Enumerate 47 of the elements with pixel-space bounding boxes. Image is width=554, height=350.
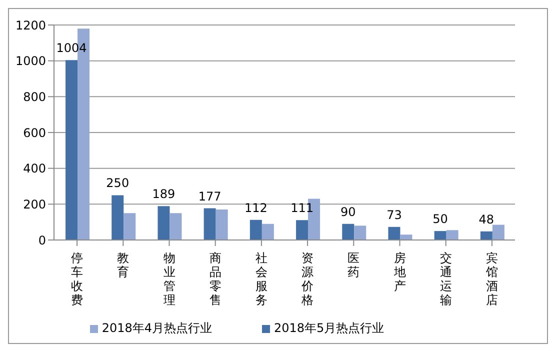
data-label: 111 [290, 201, 314, 216]
bar [400, 234, 412, 240]
data-label: 177 [198, 189, 222, 204]
x-tick-label: 医药 [348, 251, 360, 279]
bar [250, 220, 262, 240]
data-label: 112 [244, 200, 268, 215]
data-label: 73 [386, 208, 402, 222]
x-tick-label: 宾馆酒店 [484, 251, 498, 307]
data-label: 48 [478, 212, 494, 226]
y-tick-label: 1200 [15, 18, 46, 32]
data-label: 1004 [56, 41, 87, 56]
data-label: 189 [152, 187, 176, 202]
x-tick-label: 物业管理 [163, 251, 176, 307]
y-tick-label: 600 [23, 126, 46, 140]
bar [170, 213, 182, 240]
x-tick-label: 社会服务 [255, 251, 268, 307]
bar [388, 226, 400, 240]
data-label: 250 [106, 176, 130, 190]
y-tick-label: 0 [38, 233, 46, 248]
y-tick-label: 1000 [15, 54, 46, 68]
x-tick-label: 停车收费 [71, 251, 84, 307]
bar [492, 224, 504, 240]
x-tick-label: 资源价格 [300, 251, 314, 307]
bar [354, 226, 366, 240]
bar [262, 224, 274, 240]
bar [296, 220, 308, 240]
bar [434, 231, 446, 240]
data-label: 90 [340, 204, 356, 219]
x-tick-label: 交通运输 [440, 251, 452, 307]
bar [480, 231, 492, 240]
x-tick-label: 商品零售 [209, 251, 222, 307]
bar [158, 206, 170, 240]
legend-label: 2018年4月热点行业 [102, 321, 212, 335]
legend-label: 2018年5月热点行业 [274, 321, 384, 335]
bar [66, 60, 78, 240]
x-tick-label: 房地产 [392, 251, 406, 293]
y-tick-label: 800 [23, 90, 46, 104]
bar [342, 224, 354, 240]
bar [204, 208, 216, 240]
x-tick-label: 教育 [117, 251, 130, 279]
y-tick-label: 200 [23, 197, 46, 212]
y-tick-label: 400 [23, 162, 46, 176]
bar [124, 213, 136, 240]
bar [112, 195, 124, 240]
bar [446, 230, 458, 240]
bar [216, 210, 228, 240]
data-label: 50 [432, 212, 448, 226]
